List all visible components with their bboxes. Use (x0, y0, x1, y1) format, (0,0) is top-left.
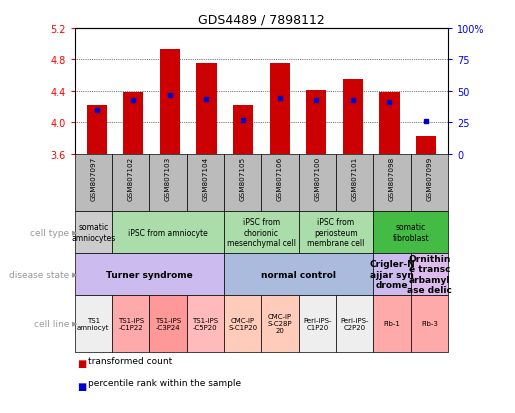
Text: CMC-iP
S-C28P
20: CMC-iP S-C28P 20 (268, 313, 293, 333)
Text: GSM807106: GSM807106 (277, 156, 283, 200)
Text: GSM807097: GSM807097 (90, 156, 96, 200)
Bar (112, 154, 149, 212)
Bar (261, 295, 299, 352)
Text: disease state: disease state (9, 270, 70, 279)
Text: TS1-iPS
-C1P22: TS1-iPS -C1P22 (117, 317, 144, 330)
Bar (75, 212, 112, 254)
Bar (224, 254, 373, 295)
Bar (410, 154, 448, 212)
Text: Turner syndrome: Turner syndrome (106, 270, 193, 279)
Bar (299, 295, 336, 352)
Bar (75, 254, 224, 295)
Bar (373, 212, 448, 254)
Text: Fib-1: Fib-1 (384, 320, 401, 327)
Bar (233, 106, 253, 154)
Bar (149, 295, 186, 352)
Title: GDS4489 / 7898112: GDS4489 / 7898112 (198, 13, 325, 26)
Text: Crigler-N
ajjar syn
drome: Crigler-N ajjar syn drome (369, 259, 415, 289)
Bar (261, 154, 299, 212)
Text: transformed count: transformed count (88, 356, 172, 365)
Text: TS1-iPS
-C5P20: TS1-iPS -C5P20 (192, 317, 218, 330)
Bar (196, 64, 216, 154)
Text: GSM807102: GSM807102 (128, 156, 134, 200)
Text: iPSC from amniocyte: iPSC from amniocyte (128, 228, 208, 237)
Bar (112, 295, 149, 352)
Text: percentile rank within the sample: percentile rank within the sample (88, 379, 241, 387)
Bar (373, 254, 410, 295)
Bar (123, 93, 143, 154)
Text: ▶: ▶ (72, 230, 77, 235)
Bar (380, 93, 400, 154)
Text: ■: ■ (77, 381, 87, 391)
Text: CMC-IP
S-C1P20: CMC-IP S-C1P20 (228, 317, 258, 330)
Text: GSM807099: GSM807099 (426, 156, 433, 200)
Text: iPSC from
chorionic
mesenchymal cell: iPSC from chorionic mesenchymal cell (227, 218, 296, 247)
Bar (186, 295, 224, 352)
Text: somatic
amniocytes: somatic amniocytes (71, 223, 115, 242)
Bar (336, 295, 373, 352)
Bar (75, 154, 112, 212)
Text: GSM807105: GSM807105 (239, 156, 246, 200)
Text: normal control: normal control (261, 270, 336, 279)
Text: GSM807104: GSM807104 (202, 156, 209, 200)
Bar (373, 154, 410, 212)
Bar (299, 212, 373, 254)
Text: ▶: ▶ (72, 320, 77, 327)
Bar (224, 212, 299, 254)
Bar (416, 137, 436, 154)
Bar (160, 50, 180, 154)
Bar (336, 154, 373, 212)
Text: ■: ■ (77, 358, 87, 368)
Bar (306, 91, 327, 154)
Text: Ornithin
e transc
arbamyl
ase delic: Ornithin e transc arbamyl ase delic (407, 254, 452, 294)
Text: ▶: ▶ (72, 271, 77, 278)
Text: TS1
amniocyt: TS1 amniocyt (77, 317, 110, 330)
Bar (224, 154, 261, 212)
Bar (299, 154, 336, 212)
Bar (87, 106, 107, 154)
Bar (269, 64, 290, 154)
Bar (149, 154, 186, 212)
Bar (373, 295, 410, 352)
Bar (343, 80, 363, 154)
Text: GSM807101: GSM807101 (352, 156, 358, 200)
Text: iPSC from
periosteum
membrane cell: iPSC from periosteum membrane cell (307, 218, 365, 247)
Text: GSM807100: GSM807100 (314, 156, 320, 200)
Bar (75, 295, 112, 352)
Text: GSM807098: GSM807098 (389, 156, 395, 200)
Text: somatic
fibroblast: somatic fibroblast (392, 223, 429, 242)
Bar (410, 254, 448, 295)
Text: GSM807103: GSM807103 (165, 156, 171, 200)
Bar (186, 154, 224, 212)
Bar (112, 212, 224, 254)
Bar (410, 295, 448, 352)
Text: Peri-iPS-
C1P20: Peri-iPS- C1P20 (303, 317, 332, 330)
Text: cell type: cell type (30, 228, 70, 237)
Text: cell line: cell line (34, 319, 70, 328)
Text: Fib-3: Fib-3 (421, 320, 438, 327)
Text: TS1-iPS
-C3P24: TS1-iPS -C3P24 (155, 317, 181, 330)
Bar (224, 295, 261, 352)
Text: Peri-iPS-
C2P20: Peri-iPS- C2P20 (340, 317, 369, 330)
